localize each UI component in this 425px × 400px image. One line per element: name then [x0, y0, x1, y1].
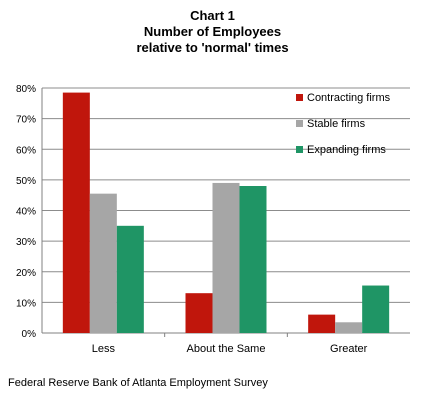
legend-swatch: [296, 94, 303, 101]
legend-label: Contracting firms: [307, 92, 391, 104]
legend-swatch: [296, 120, 303, 127]
bar: [239, 186, 267, 333]
y-tick-label: 20%: [16, 268, 36, 279]
bar: [212, 182, 240, 333]
bar: [62, 92, 90, 333]
y-tick-label: 80%: [16, 84, 36, 95]
chart-title: Chart 1: [190, 8, 235, 23]
y-tick-label: 60%: [16, 145, 36, 156]
x-tick-label: Greater: [330, 343, 368, 355]
x-tick-label: Less: [92, 343, 116, 355]
chart-subtitle-line2: relative to 'normal' times: [136, 40, 289, 55]
chart-title-block: Chart 1 Number of Employees relative to …: [0, 8, 425, 56]
x-tick-label: About the Same: [187, 343, 266, 355]
y-tick-label: 50%: [16, 176, 36, 187]
y-tick-label: 70%: [16, 115, 36, 126]
y-tick-label: 10%: [16, 298, 36, 309]
y-tick-label: 40%: [16, 207, 36, 218]
legend-swatch: [296, 146, 303, 153]
bar: [116, 225, 144, 333]
y-tick-label: 0%: [22, 329, 37, 340]
bar: [362, 285, 390, 333]
source-note: Federal Reserve Bank of Atlanta Employme…: [8, 377, 268, 389]
bar: [185, 293, 213, 333]
bar: [308, 314, 336, 333]
bar: [89, 193, 117, 333]
y-tick-label: 30%: [16, 237, 36, 248]
legend-label: Expanding firms: [307, 144, 386, 156]
chart-subtitle-line1: Number of Employees: [143, 24, 282, 39]
bar: [335, 322, 363, 333]
legend-label: Stable firms: [307, 118, 366, 130]
